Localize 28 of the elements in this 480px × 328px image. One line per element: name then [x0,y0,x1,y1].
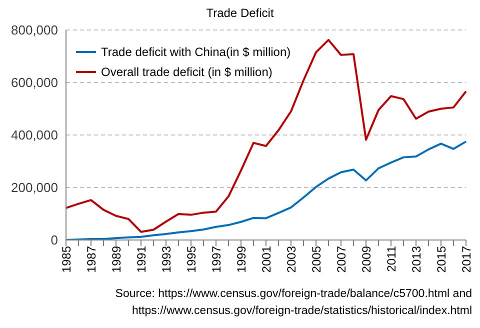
x-tick-label: 2007 [334,246,349,273]
x-tick-label: 1991 [134,246,149,273]
x-tick-label: 2005 [310,246,324,273]
x-tick-label: 1993 [160,246,174,273]
chart-title: Trade Deficit [205,6,275,20]
x-tick-label: 2011 [384,246,399,272]
text: https://www.census.gov/foreign-trade/statistics/historical/index.html [130,304,472,319]
y-tick-label: 0 [50,232,58,248]
x-tick-label: 2013 [410,246,424,273]
y-tick-label: 200,000 [11,180,58,196]
source-note: Source: https://www.census.gov/foreign-trade/balance/c5700.html and [115,287,472,302]
legend-label: Trade deficit with China(in $ million) [101,44,291,61]
x-tick-label: 2017 [460,246,474,273]
y-tick-label: 600,000 [11,75,58,90]
x-tick-label: 1999 [234,246,249,273]
y-tick-label: 800,000 [11,22,58,38]
x-tick-label: 2003 [284,246,299,273]
x-tick-label: 1989 [110,246,124,273]
x-tick-label: 2015 [434,246,449,273]
x-tick-label: 2009 [360,246,374,273]
x-tick-label: 1987 [84,246,99,273]
legend-label: Overall trade deficit (in $ million) [101,64,272,81]
x-tick-label: 2001 [260,246,274,273]
line-series [65,38,467,233]
x-tick-label: 1995 [184,246,199,273]
x-tick-label: 1997 [210,246,224,273]
y-tick-label: 400,000 [11,128,58,143]
x-tick-label: 1985 [60,246,74,273]
